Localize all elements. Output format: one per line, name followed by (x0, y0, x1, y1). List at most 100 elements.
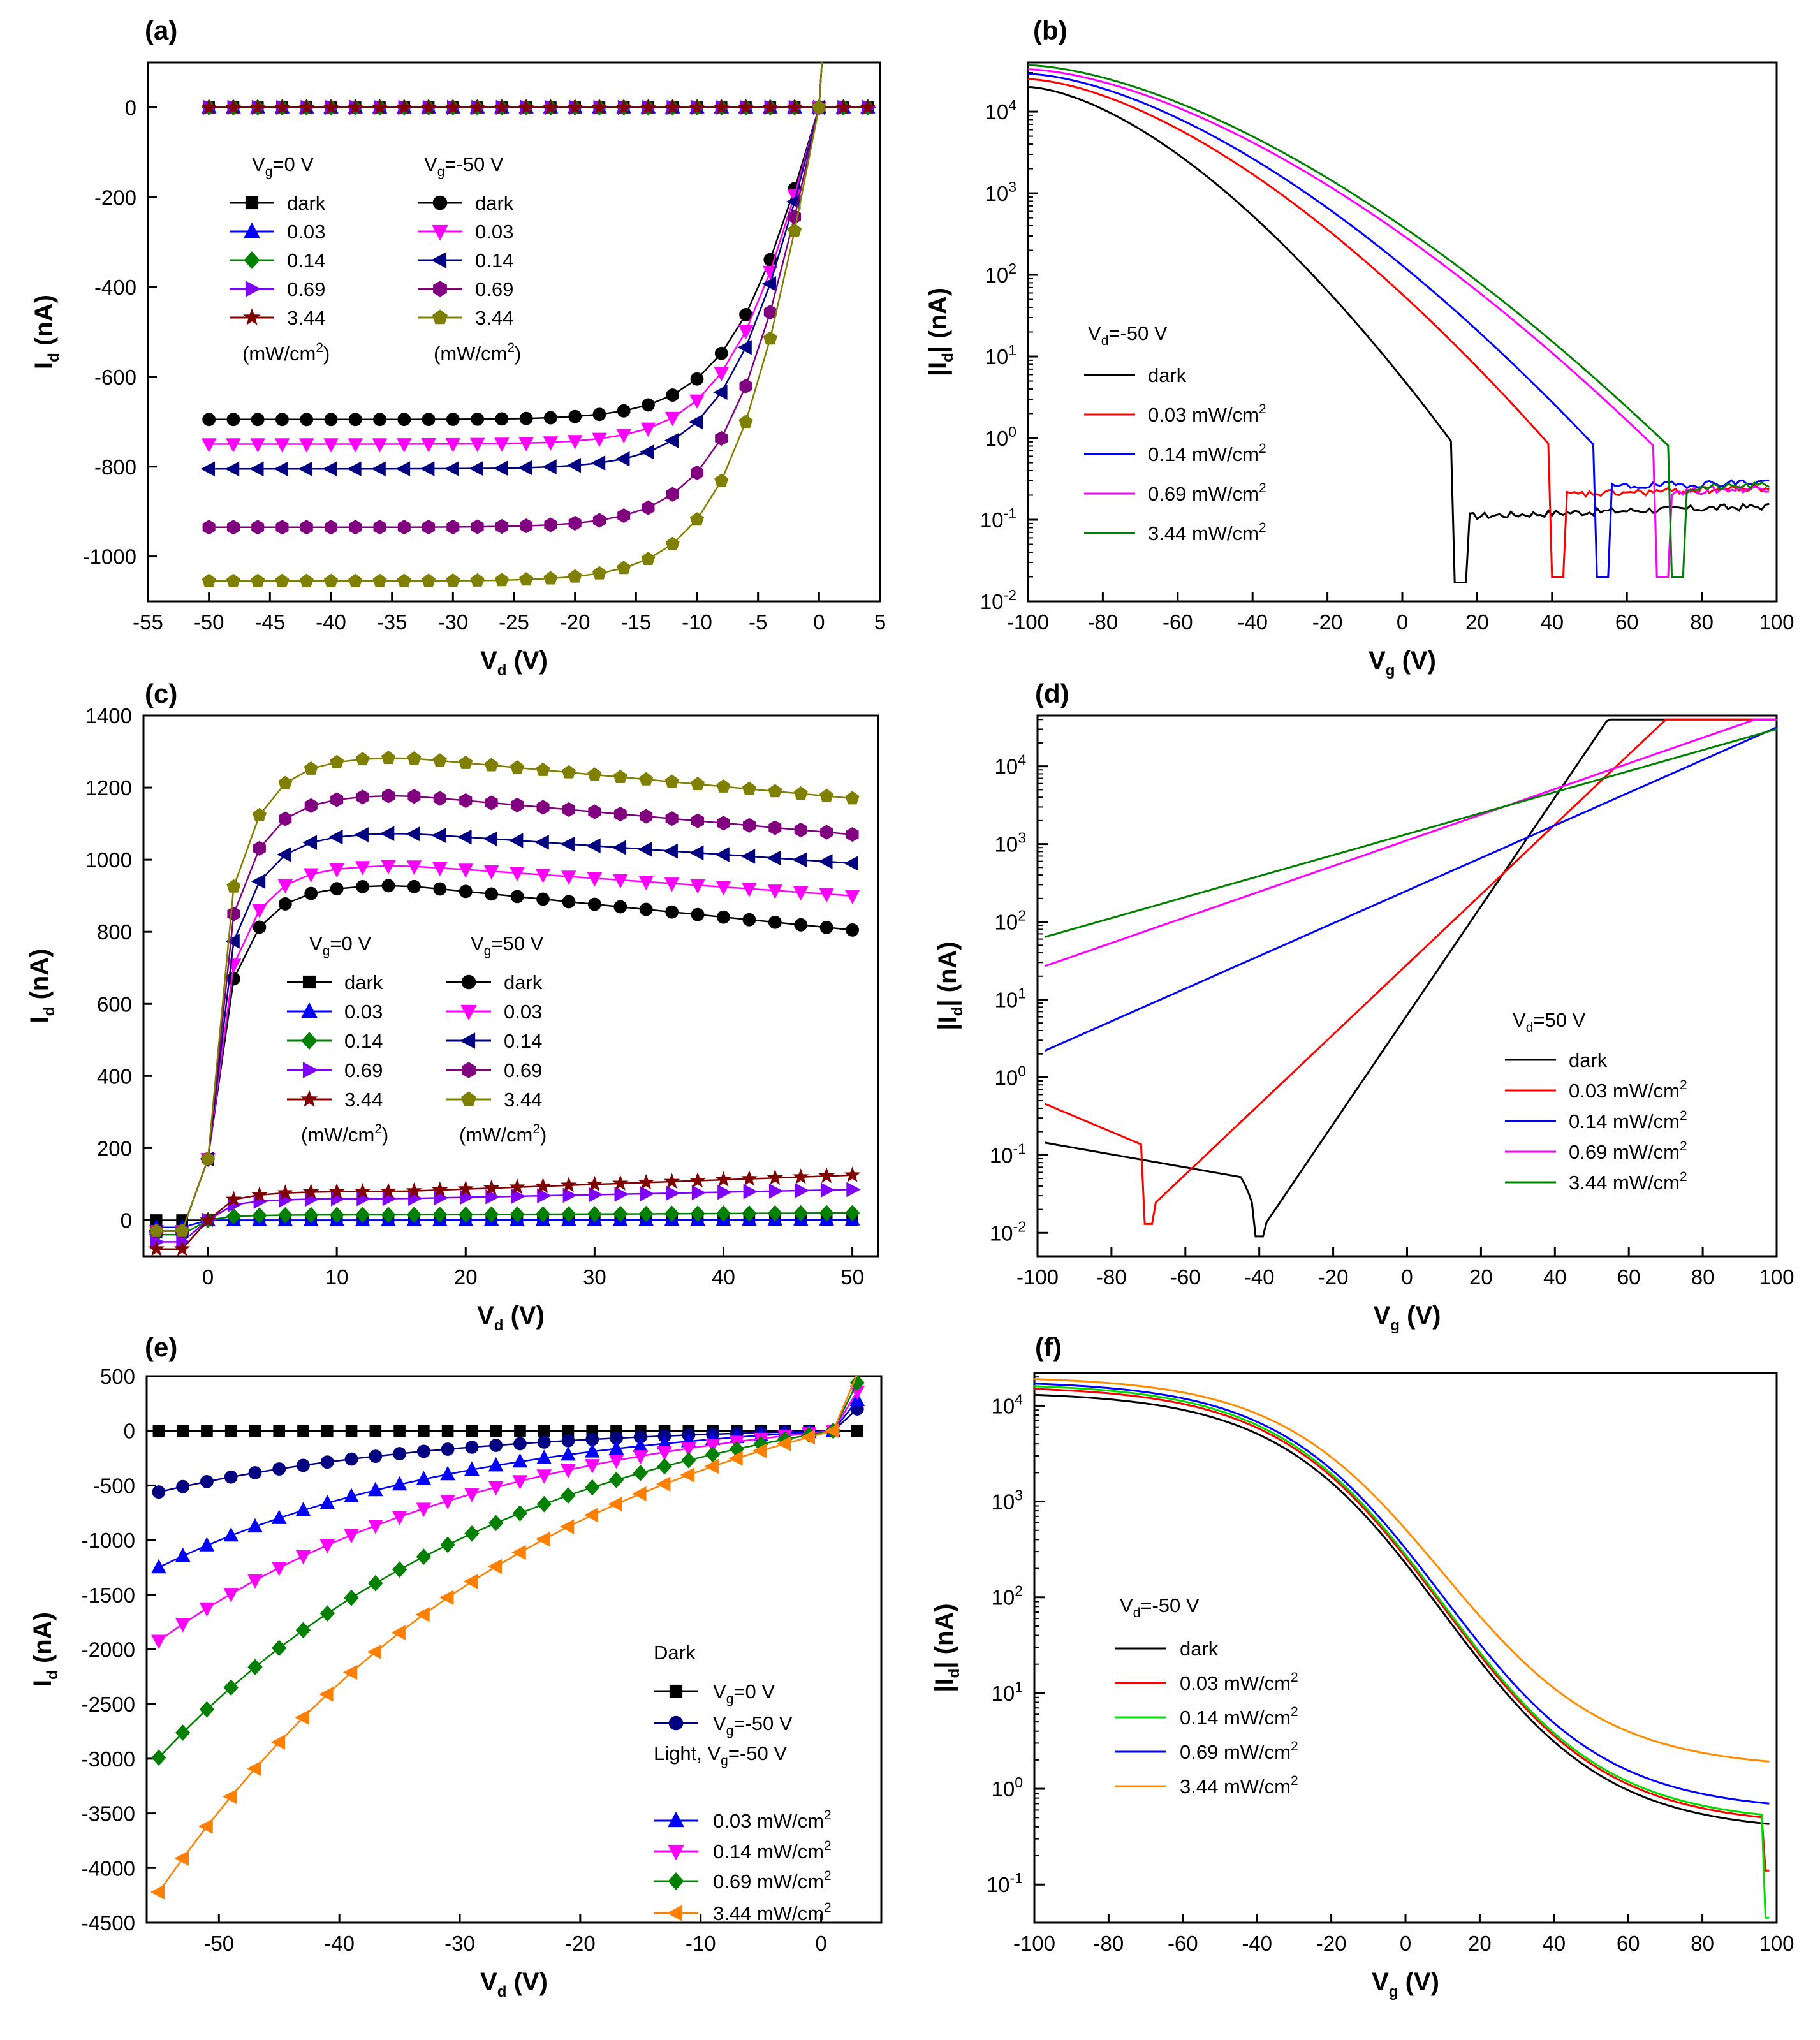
data-point (440, 1465, 455, 1481)
data-point (825, 1423, 839, 1439)
x-tick-label: -30 (444, 1932, 475, 1955)
data-point (444, 461, 459, 476)
data-point (608, 1496, 622, 1512)
data-point (373, 520, 386, 535)
data-point (330, 792, 344, 807)
data-point (792, 1168, 809, 1184)
data-point (849, 1376, 865, 1391)
data-point (493, 98, 510, 115)
data-point (588, 804, 601, 819)
legend-label: 0.03 (287, 221, 325, 243)
data-point (354, 1182, 371, 1199)
legend-title: Dark (654, 1641, 696, 1664)
y-tick-label: 10-2 (990, 1218, 1026, 1245)
legend-title: Vg=50 V (471, 932, 544, 958)
legend-label: dark (1569, 1049, 1608, 1071)
data-point (372, 438, 388, 453)
series-line (1045, 718, 1777, 967)
x-axis-label: Vd (V) (480, 1968, 548, 2000)
x-axis-label: Vd (V) (480, 647, 548, 679)
data-point (716, 881, 731, 896)
data-point (819, 920, 833, 934)
data-point (198, 1819, 213, 1834)
data-point (690, 372, 704, 386)
data-point (483, 831, 497, 847)
data-point (689, 394, 705, 409)
x-tick-label: -55 (133, 610, 163, 634)
data-point (536, 1469, 552, 1484)
data-point (793, 786, 808, 800)
data-point (251, 520, 265, 535)
data-point (275, 573, 290, 587)
data-point (275, 520, 289, 535)
data-point (199, 1701, 215, 1718)
data-point (740, 848, 756, 864)
data-point (657, 1458, 672, 1475)
data-point (589, 1187, 603, 1203)
data-point (368, 1574, 383, 1592)
data-point (432, 1206, 448, 1223)
series-line (1028, 64, 1770, 578)
data-point (324, 413, 338, 427)
legend-marker (301, 1032, 318, 1050)
data-point (844, 1166, 861, 1182)
legend-marker (242, 308, 261, 325)
data-point (395, 98, 413, 115)
data-point (542, 459, 557, 474)
series-line (156, 1219, 853, 1229)
legend-unit: (mW/cm2) (459, 1122, 547, 1146)
data-point (416, 1502, 432, 1517)
data-point (639, 902, 653, 916)
data-point (201, 438, 217, 453)
legend-title: Vd=50 V (1513, 1009, 1586, 1035)
y-tick-label: 600 (97, 992, 132, 1016)
x-tick-label: -15 (620, 610, 651, 634)
series-line (156, 1189, 853, 1243)
data-point (199, 1537, 215, 1552)
data-point (562, 1187, 578, 1203)
data-point (274, 461, 288, 477)
data-point (418, 1425, 430, 1437)
data-point (613, 807, 627, 822)
legend-label: 0.69 (287, 278, 325, 300)
x-tick-label: -40 (1237, 610, 1268, 634)
data-point (535, 1206, 551, 1222)
x-tick-label: -40 (1244, 1265, 1275, 1289)
panel-label: (f) (1035, 1332, 1062, 1362)
data-point (329, 863, 345, 878)
data-point (348, 573, 363, 587)
data-point (175, 1618, 191, 1633)
data-point (200, 98, 217, 115)
data-point (416, 1548, 432, 1565)
data-point (382, 788, 395, 804)
data-point (613, 769, 627, 783)
data-point (511, 797, 524, 812)
series-line (209, 62, 823, 470)
x-tick-label: 30 (583, 1265, 606, 1289)
data-point (488, 1515, 504, 1532)
y-tick-label: 101 (985, 342, 1016, 369)
legend-label: 0.14 (344, 1030, 383, 1052)
data-point (536, 800, 550, 815)
data-point (275, 413, 289, 427)
y-tick-label: 0 (121, 1208, 132, 1232)
data-point (328, 1183, 346, 1199)
x-tick-label: 10 (325, 1265, 349, 1289)
data-point (302, 835, 317, 851)
legend: Vg=0 V Vg=50 V dark 0.03 0.14 0.69 3.44 dark 0.0… (287, 932, 547, 1146)
x-tick-label: -40 (316, 610, 346, 634)
data-point (252, 807, 267, 821)
legend-marker (460, 1004, 477, 1021)
data-point (469, 437, 485, 453)
x-tick-label: 60 (1617, 1932, 1640, 1955)
data-point (617, 561, 631, 575)
data-point (714, 367, 730, 381)
data-point (666, 388, 680, 402)
data-point (793, 1205, 809, 1222)
data-point (270, 1735, 285, 1750)
data-point (613, 900, 627, 914)
data-point (271, 1509, 287, 1524)
panel-label: (b) (1033, 15, 1068, 45)
data-point (464, 1461, 480, 1476)
legend-title: Vd=-50 V (1088, 322, 1168, 348)
